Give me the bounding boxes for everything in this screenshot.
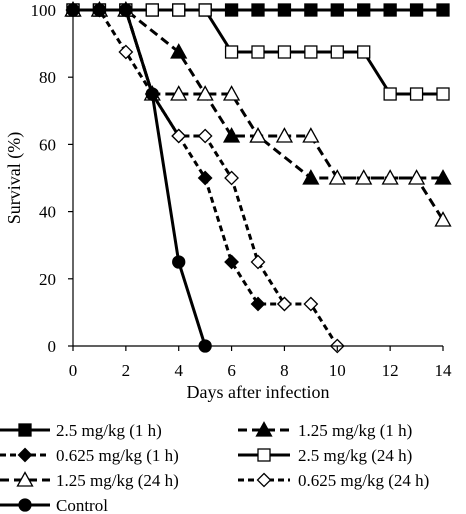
- data-point: [222, 85, 241, 101]
- axes-layer: [72, 10, 443, 347]
- data-point: [409, 87, 424, 101]
- data-point: [145, 87, 159, 101]
- data-point: [277, 45, 292, 59]
- data-point: [172, 3, 186, 17]
- data-point: [302, 127, 320, 143]
- y-tick-label: 100: [31, 1, 57, 20]
- data-point: [275, 127, 294, 143]
- data-point: [145, 3, 159, 17]
- legend-item: 1.25 mg/kg (1 h): [238, 421, 412, 440]
- legend-item: 2.5 mg/kg (1 h): [0, 421, 162, 440]
- series-line: [73, 8, 445, 221]
- legend-label: 0.625 mg/kg (24 h): [298, 471, 429, 490]
- y-tick-label: 80: [39, 68, 56, 87]
- x-tick-label: 4: [174, 361, 183, 380]
- data-point: [197, 170, 213, 186]
- data-point: [303, 296, 319, 312]
- data-point: [198, 3, 212, 17]
- series-7: [66, 3, 212, 353]
- legend: 2.5 mg/kg (1 h) 1.25 mg/kg (1 h) 0.625 mg/…: [0, 421, 429, 514]
- data-point: [277, 296, 292, 312]
- legend-label: 1.25 mg/kg (1 h): [298, 421, 412, 440]
- data-point: [383, 3, 397, 17]
- data-point: [357, 3, 371, 17]
- x-tick-label: 10: [329, 361, 346, 380]
- data-point: [328, 169, 346, 185]
- legend-label: 0.625 mg/kg (1 h): [56, 446, 179, 465]
- data-point: [251, 45, 265, 59]
- data-point: [119, 3, 133, 17]
- data-point: [304, 3, 318, 17]
- legend-item: 0.625 mg/kg (1 h): [0, 446, 179, 465]
- legend-marker: [17, 447, 33, 463]
- legend-item: 1.25 mg/kg (24 h): [0, 471, 179, 490]
- data-point: [436, 3, 450, 17]
- data-point: [355, 169, 373, 185]
- legend-label: Control: [56, 496, 108, 514]
- y-tick-label: 40: [39, 203, 56, 222]
- data-point: [249, 127, 267, 143]
- data-point: [197, 128, 213, 144]
- data-point: [224, 254, 239, 270]
- legend-label: 2.5 mg/kg (24 h): [298, 446, 412, 465]
- ticks-layer: 0 2 4 6 8 10 12 14 0 20 40 60 80 100: [31, 1, 453, 380]
- data-point: [409, 3, 424, 17]
- data-point: [277, 3, 292, 17]
- legend-item: 2.5 mg/kg (24 h): [238, 446, 412, 465]
- data-point: [224, 45, 239, 59]
- legend-marker: [18, 423, 32, 437]
- data-point: [330, 3, 344, 17]
- data-point: [196, 85, 214, 101]
- x-tick-label: 2: [122, 361, 131, 380]
- y-tick-label: 60: [39, 135, 56, 154]
- legend-item: Control: [0, 496, 108, 514]
- data-point: [222, 127, 241, 143]
- x-tick-label: 14: [435, 361, 453, 380]
- data-point: [381, 169, 399, 185]
- y-tick-label: 20: [39, 270, 56, 289]
- series-5: [64, 1, 452, 227]
- legend-label: 1.25 mg/kg (24 h): [56, 471, 179, 490]
- data-point: [92, 3, 107, 17]
- plot-series-layer: [64, 1, 452, 354]
- data-point: [357, 45, 371, 59]
- legend-marker: [256, 472, 272, 488]
- data-point: [436, 87, 450, 101]
- y-axis-title: Survival (%): [4, 132, 25, 224]
- data-point: [224, 3, 239, 17]
- x-tick-label: 0: [69, 361, 78, 380]
- data-point: [251, 3, 265, 17]
- data-point: [407, 169, 426, 185]
- data-point: [434, 169, 452, 185]
- data-point: [250, 296, 266, 312]
- data-point: [304, 45, 318, 59]
- data-point: [250, 254, 266, 270]
- data-point: [170, 85, 188, 101]
- x-tick-label: 6: [227, 361, 236, 380]
- x-tick-label: 12: [382, 361, 399, 380]
- legend-marker: [18, 498, 32, 512]
- legend-marker: [255, 421, 273, 437]
- legend-marker: [16, 471, 34, 487]
- data-point: [171, 128, 187, 144]
- data-point: [383, 87, 397, 101]
- x-axis-title: Days after infection: [187, 382, 330, 402]
- legend-marker: [257, 448, 271, 462]
- data-point: [170, 43, 188, 59]
- data-point: [330, 45, 344, 59]
- data-point: [224, 170, 239, 186]
- y-tick-label: 0: [48, 337, 57, 356]
- data-point: [434, 211, 452, 227]
- data-point: [172, 255, 186, 269]
- data-point: [118, 44, 134, 60]
- data-point: [302, 169, 320, 185]
- legend-item: 0.625 mg/kg (24 h): [238, 471, 429, 490]
- legend-label: 2.5 mg/kg (1 h): [56, 421, 162, 440]
- x-tick-label: 8: [280, 361, 289, 380]
